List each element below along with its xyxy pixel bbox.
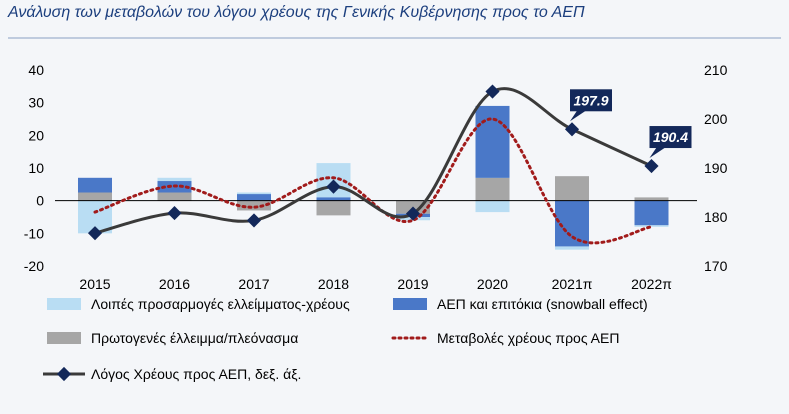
bar-other-adjustments-7	[634, 225, 669, 227]
y-right-tick-label: 170	[704, 258, 728, 274]
y-left-tick-label: 0	[36, 193, 44, 209]
line-debt-change	[93, 117, 653, 245]
x-tick-label: 2018	[318, 276, 349, 292]
marker-debt-ratio-7	[644, 158, 659, 174]
bar-gdp-interest-0	[78, 177, 112, 193]
marker-debt-ratio-2	[246, 213, 262, 228]
y-right-tick-label: 200	[704, 111, 728, 127]
bar-other-adjustments-6	[555, 246, 589, 250]
legend-item-0: Λοιπές προσαρμογές ελλείμματος-χρέους	[47, 296, 350, 312]
legend-item-3: Μεταβολές χρέους προς ΑΕΠ	[391, 330, 619, 346]
x-tick-label: 2019	[397, 276, 428, 292]
legend-label-1: ΑΕΠ και επιτόκια (snowball effect)	[437, 296, 648, 312]
callout-box-1	[649, 126, 692, 149]
callout-label-1: 190.4	[653, 129, 688, 145]
callout-0: 197.9	[570, 89, 612, 122]
y-right-tick-label: 180	[704, 209, 728, 225]
x-tick-label: 2015	[79, 276, 110, 292]
marker-debt-ratio-4	[405, 206, 421, 221]
bar-gdp-interest-3	[316, 197, 351, 201]
marker-debt-ratio-1	[167, 206, 182, 221]
legend-swatch-2	[47, 332, 81, 344]
y-left-tick-label: 40	[28, 62, 44, 78]
bar-primary-balance-0	[78, 192, 112, 201]
y-left-tick-label: -10	[24, 225, 44, 241]
x-tick-label: 2016	[159, 276, 190, 292]
x-tick-label: 2017	[238, 276, 269, 292]
legend-label-3: Μεταβολές χρέους προς ΑΕΠ	[437, 330, 619, 346]
legend-swatch-1	[393, 298, 427, 310]
bar-primary-balance-3	[316, 200, 351, 216]
bar-gdp-interest-2	[237, 194, 271, 201]
marker-debt-ratio-5	[485, 84, 500, 99]
x-tick-label: 2020	[477, 276, 508, 292]
y-left-tick-label: 30	[28, 95, 44, 111]
bar-primary-balance-6	[555, 176, 589, 201]
line-debt-ratio	[94, 87, 653, 235]
legend-swatch-0	[47, 298, 81, 310]
y-left-tick-label: -20	[24, 258, 44, 274]
marker-debt-ratio-6	[564, 122, 580, 137]
chart-title: Ανάλυση των μεταβολών του λόγου χρέους τ…	[8, 4, 585, 21]
y-right-tick-label: 190	[704, 160, 728, 176]
bar-primary-balance-5	[475, 177, 510, 201]
bar-primary-balance-2	[237, 200, 271, 211]
bar-gdp-interest-7	[634, 200, 669, 226]
bar-gdp-interest-5	[475, 105, 510, 178]
legend-item-4: Λόγος Χρέους προς ΑΕΠ, δεξ. άξ.	[43, 366, 301, 382]
legend: Λοιπές προσαρμογές ελλείμματος-χρέους ΑΕΠ…	[43, 296, 648, 382]
callout-pointer-1	[649, 146, 668, 159]
legend-item-2: Πρωτογενές έλλειμμα/πλεόνασμα	[47, 330, 298, 346]
legend-item-1: ΑΕΠ και επιτόκια (snowball effect)	[393, 296, 648, 312]
callout-1: 190.4	[649, 126, 692, 159]
callout-pointer-0	[570, 109, 588, 122]
legend-label-0: Λοιπές προσαρμογές ελλείμματος-χρέους	[91, 296, 350, 312]
marker-debt-ratio-3	[326, 179, 341, 194]
legend-label-4: Λόγος Χρέους προς ΑΕΠ, δεξ. άξ.	[91, 366, 301, 382]
callout-label-0: 197.9	[573, 92, 608, 108]
x-tick-label: 2022π	[631, 276, 672, 292]
plot-area: 197.9 190.4 40 30 20 10 0 -10 -20 210 200 190 180 170…	[24, 62, 728, 292]
legend-swatch-marker-4	[56, 366, 72, 382]
y-left-tick-label: 10	[28, 160, 44, 176]
y-left-tick-label: 20	[28, 127, 44, 143]
x-tick-label: 2021π	[552, 276, 593, 292]
callout-box-0	[570, 89, 612, 112]
y-right-tick-label: 210	[704, 62, 728, 78]
legend-label-2: Πρωτογενές έλλειμμα/πλεόνασμα	[91, 330, 298, 346]
bar-primary-balance-7	[634, 197, 669, 201]
